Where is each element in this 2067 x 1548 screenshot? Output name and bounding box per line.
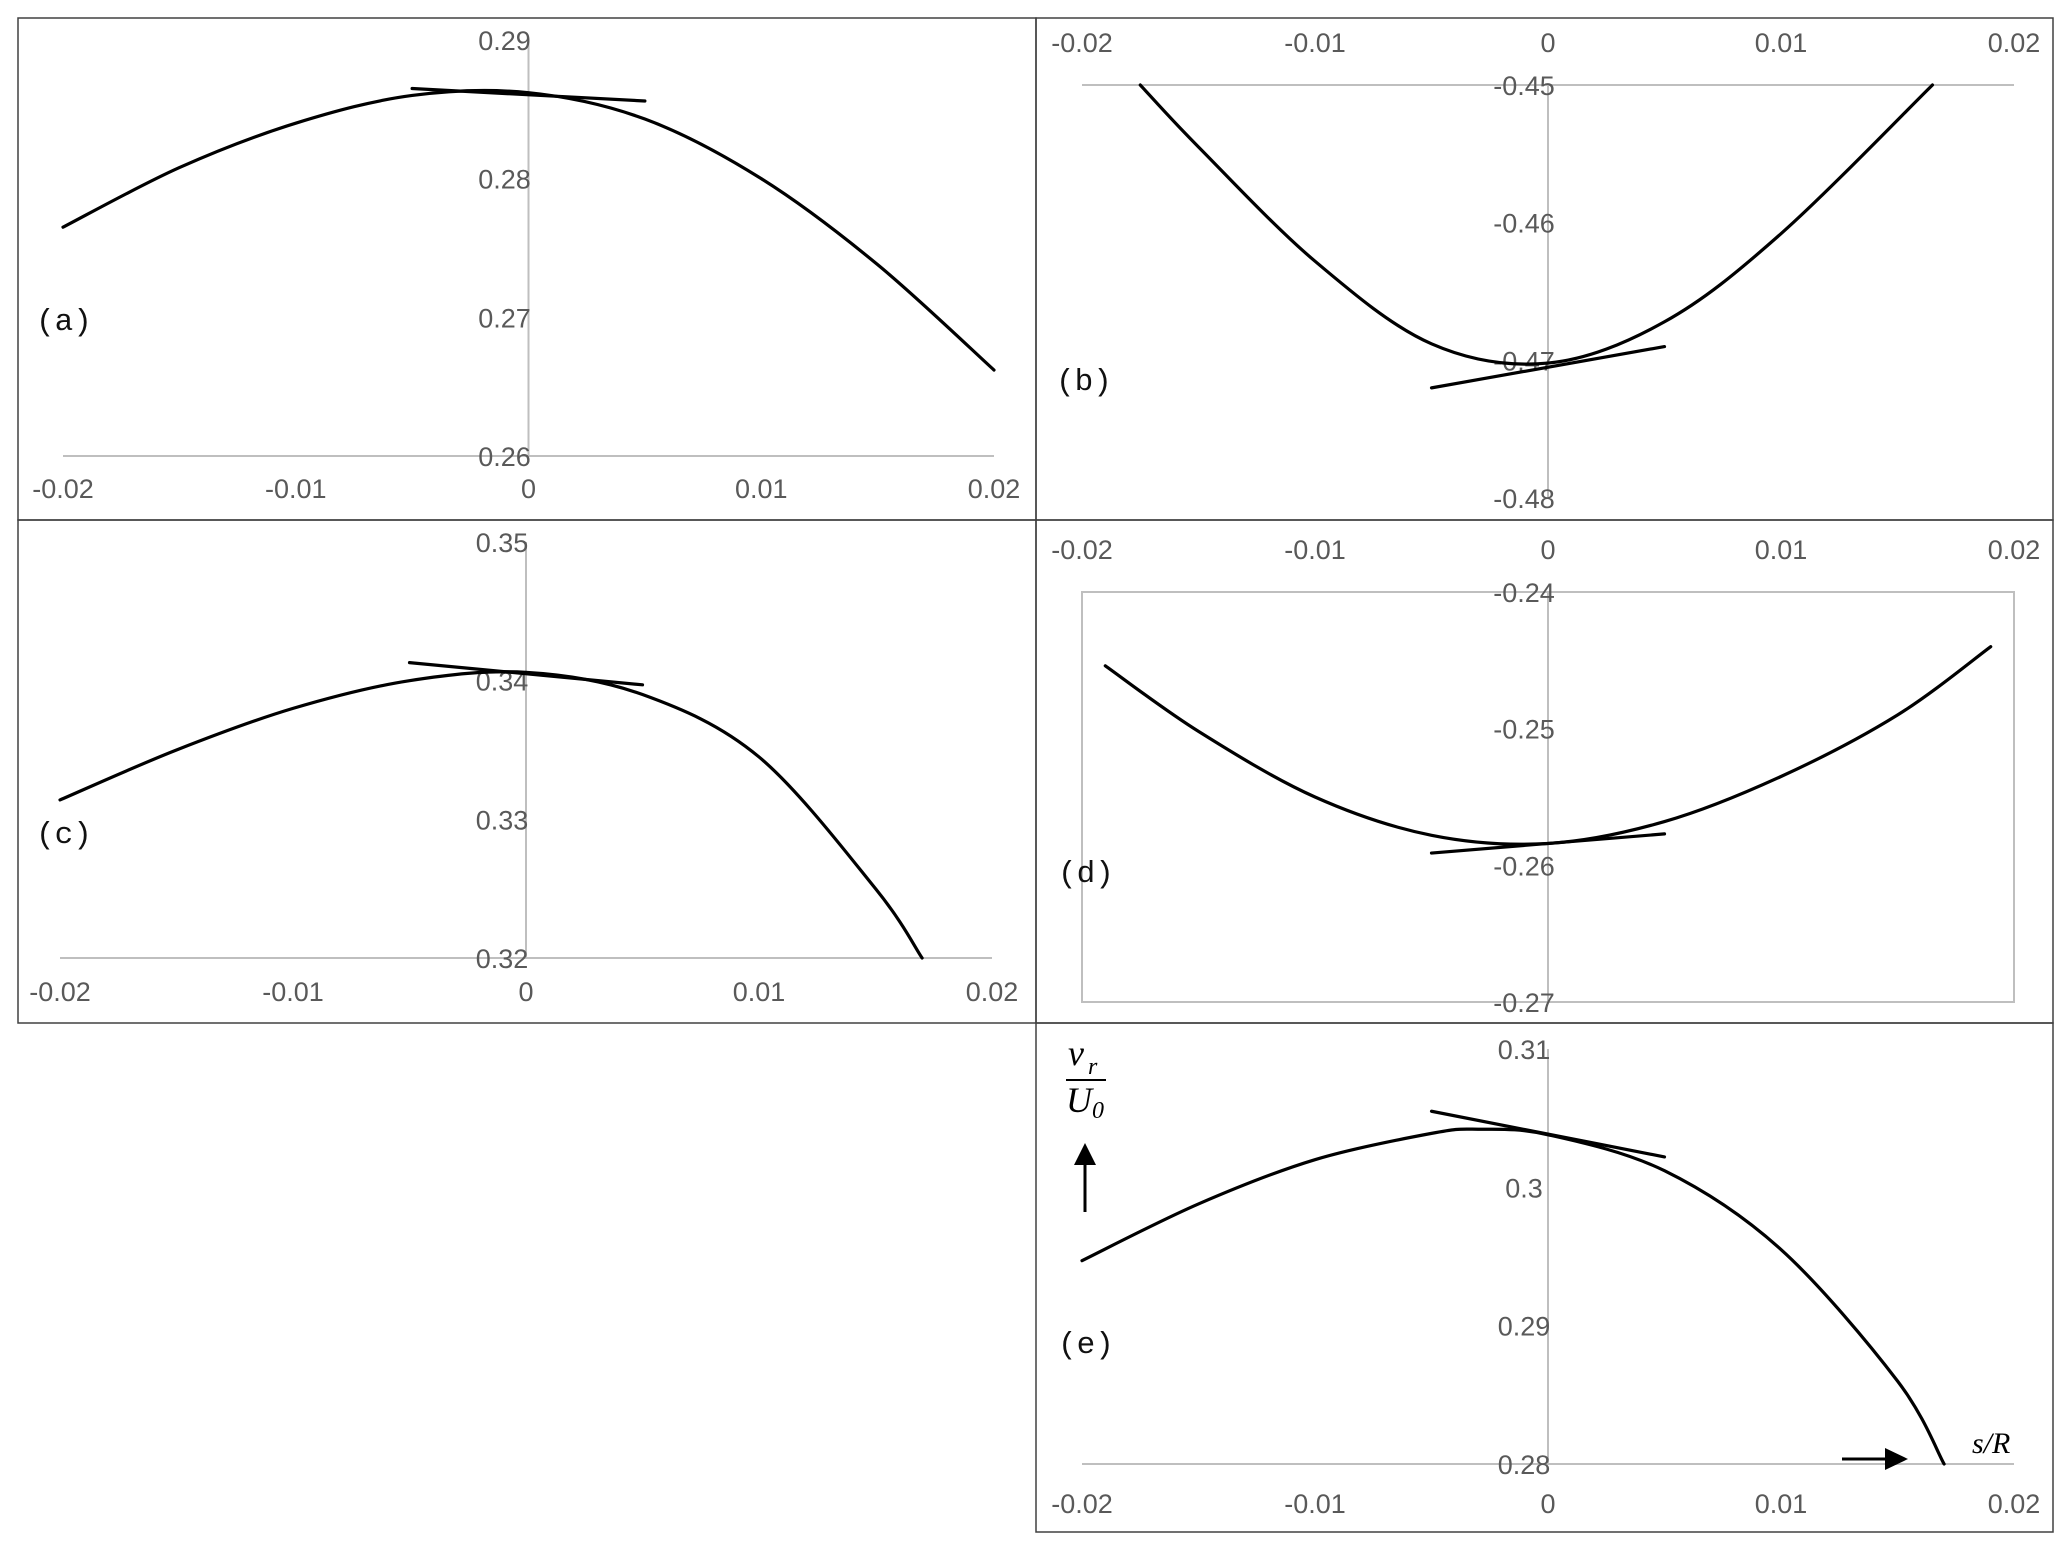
y-tick-label: 0.3 bbox=[1505, 1173, 1543, 1203]
x-tick-label: 0 bbox=[521, 474, 536, 504]
panel-label: (d) bbox=[1058, 857, 1114, 892]
x-tick-label: 0.02 bbox=[1988, 1489, 2041, 1519]
right-arrow-icon bbox=[1885, 1448, 1908, 1470]
x-tick-label: 0.01 bbox=[1755, 535, 1808, 565]
panel-d: -0.02 -0.01 0 0.01 0.02 -0.24 -0.25 -0.26 -0.27 (… bbox=[1051, 535, 2040, 1018]
y-tick-label: -0.24 bbox=[1493, 578, 1555, 608]
x-tick-label: -0.02 bbox=[32, 474, 94, 504]
xlabel-text: s/R bbox=[1972, 1427, 2010, 1460]
up-arrow-icon bbox=[1074, 1143, 1096, 1165]
panels: -0.02 -0.01 0 0.01 0.020.260.270.280.29(a)-0… bbox=[29, 26, 2040, 1519]
y-tick-label: -0.25 bbox=[1493, 715, 1555, 745]
y-tick-label: 0.27 bbox=[478, 303, 531, 333]
x-tick-label: -0.01 bbox=[1284, 28, 1346, 58]
panel-frames bbox=[17, 17, 2054, 1533]
tangent-line bbox=[410, 86, 647, 103]
y-tick-label: 0.29 bbox=[1498, 1312, 1551, 1342]
x-axis-label: s/R bbox=[1842, 1427, 2010, 1470]
x-tick-label: 0.02 bbox=[1988, 28, 2041, 58]
tangent-line bbox=[1429, 832, 1667, 855]
x-tick-label: 0.02 bbox=[966, 977, 1019, 1007]
y-tick-label: -0.27 bbox=[1493, 988, 1555, 1018]
x-tick-label: 0.01 bbox=[735, 474, 788, 504]
panel-label: (b) bbox=[1056, 365, 1112, 400]
panel-label: (a) bbox=[36, 305, 92, 340]
tangent-line bbox=[1429, 344, 1667, 390]
x-tick-label: -0.01 bbox=[1284, 1489, 1346, 1519]
x-tick-label: 0.02 bbox=[1988, 535, 2041, 565]
y-tick-label: -0.46 bbox=[1493, 209, 1555, 239]
panel-label: (c) bbox=[36, 818, 92, 853]
x-tick-label: -0.01 bbox=[262, 977, 324, 1007]
x-tick-label: 0 bbox=[1540, 535, 1555, 565]
y-tick-label: 0.29 bbox=[478, 26, 531, 56]
y-tick-label: 0.35 bbox=[476, 528, 529, 558]
series-curve bbox=[1138, 83, 1935, 366]
tangent-line bbox=[407, 661, 645, 687]
y-tick-label: -0.45 bbox=[1493, 71, 1555, 101]
y-tick-label: -0.48 bbox=[1493, 484, 1555, 514]
x-tick-label: -0.02 bbox=[29, 977, 91, 1007]
x-tick-label: 0.01 bbox=[1755, 28, 1808, 58]
y-tick-label: 0.28 bbox=[478, 165, 531, 195]
series-curve bbox=[61, 88, 996, 372]
y-tick-label: -0.26 bbox=[1493, 851, 1555, 881]
panel-c: -0.02 -0.01 0 0.01 0.020.320.330.340.35(c) bbox=[29, 528, 1018, 1007]
y-tick-label: 0.26 bbox=[478, 442, 531, 472]
x-tick-label: -0.01 bbox=[265, 474, 327, 504]
y-axis-label: v rU 0 bbox=[1066, 1033, 1106, 1212]
x-tick-label: -0.02 bbox=[1051, 1489, 1113, 1519]
tangent-line bbox=[1429, 1109, 1667, 1159]
y-tick-label: 0.28 bbox=[1498, 1450, 1551, 1480]
y-tick-label: 0.33 bbox=[476, 805, 529, 835]
panel-e: -0.02 -0.01 0 0.01 0.02 0.28 0.29 0.3 0.31 (e) v rU… bbox=[1051, 1033, 2040, 1519]
x-tick-label: 0 bbox=[1540, 28, 1555, 58]
x-tick-label: 0 bbox=[1540, 1489, 1555, 1519]
x-tick-label: 0.01 bbox=[1755, 1489, 1808, 1519]
x-tick-label: 0.02 bbox=[968, 474, 1021, 504]
ylabel-denominator-sub: 0 bbox=[1092, 1098, 1104, 1124]
x-tick-label: 0 bbox=[518, 977, 533, 1007]
x-tick-label: 0.01 bbox=[733, 977, 786, 1007]
x-tick-label: -0.02 bbox=[1051, 28, 1113, 58]
x-tick-label: -0.01 bbox=[1284, 535, 1346, 565]
panel-label: (e) bbox=[1058, 1328, 1114, 1363]
ylabel-denominator: U bbox=[1066, 1080, 1094, 1120]
ylabel-numerator: v bbox=[1068, 1033, 1084, 1073]
panel-a: -0.02 -0.01 0 0.01 0.02 0.26 0.27 0.28 0.29 (a) bbox=[32, 26, 1020, 504]
x-tick-label: -0.02 bbox=[1051, 535, 1113, 565]
frame-e bbox=[1035, 1022, 2054, 1533]
panel-b: -0.02 -0.01 0 0.01 0.02-0.45-0.46-0.47-0.48(… bbox=[1051, 28, 2040, 514]
y-tick-label: 0.32 bbox=[476, 944, 529, 974]
ylabel-numerator-sub: r bbox=[1088, 1054, 1098, 1080]
y-tick-label: 0.31 bbox=[1498, 1035, 1551, 1065]
